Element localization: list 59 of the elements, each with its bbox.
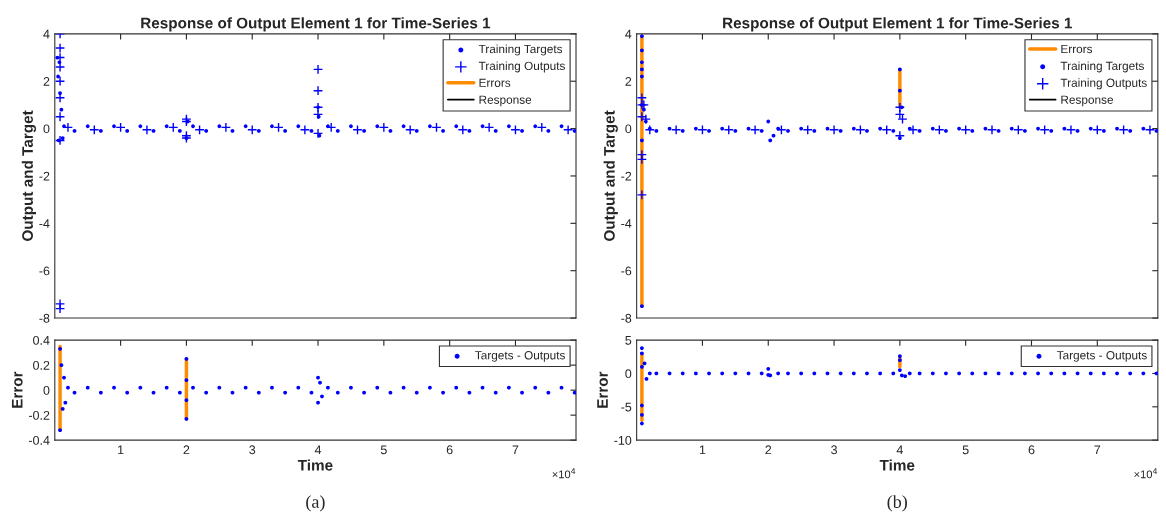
- x-axis-title: Time: [879, 459, 915, 471]
- x-tick-label: 3: [249, 445, 256, 455]
- y-tick-label: -5: [621, 402, 632, 412]
- text: (b): [887, 495, 907, 512]
- y-axis-title: Error: [597, 371, 608, 408]
- legend-label: Response: [479, 95, 532, 107]
- y-axis-title: Error: [11, 371, 23, 408]
- text: ×10$^{4}$: [552, 468, 576, 479]
- y-tick-label: -8: [39, 313, 50, 323]
- x-tick-label: 2: [183, 445, 190, 455]
- y-tick-label: -4: [39, 219, 50, 228]
- legend-label: Targets - Outputs: [475, 351, 565, 362]
- x-tick-label: 4: [314, 445, 322, 455]
- x-tick-label: 2: [765, 445, 772, 455]
- y-axis-title: Output and Target: [21, 110, 37, 241]
- y-tick-label: 2: [625, 77, 632, 86]
- y-tick-label: 0: [43, 385, 50, 395]
- chart-title: Response of Output Element 1 for Time-Series 1: [723, 17, 1072, 32]
- legend-label: Training Targets: [1060, 61, 1144, 73]
- y-tick-label: -8: [621, 313, 632, 323]
- legend-label: Response: [1061, 95, 1114, 107]
- y-tick-label: -0.2: [28, 410, 50, 420]
- y-tick-label: 2: [43, 77, 50, 86]
- y-tick-label: -6: [39, 266, 50, 276]
- legend-label: Training Targets: [478, 44, 563, 56]
- y-tick-label: 0.2: [33, 360, 50, 370]
- y-tick-label: -4: [621, 219, 632, 228]
- y-tick-label: -2: [39, 171, 50, 181]
- x-tick-label: 5: [962, 445, 969, 455]
- y-tick-label: -2: [621, 171, 632, 181]
- text: ×10$^{4}$: [1134, 468, 1158, 479]
- y-tick-label: 0: [43, 124, 50, 134]
- y-tick-label: -10: [614, 435, 632, 445]
- x-tick-label: 1: [118, 445, 124, 455]
- x-tick-label: 7: [1094, 445, 1101, 455]
- legend-label: Errors: [1061, 44, 1093, 54]
- x-tick-label: 1: [699, 445, 706, 455]
- legend-label: Targets - Outputs: [1056, 351, 1147, 362]
- y-tick-label: 0.4: [33, 335, 50, 345]
- x-tick-label: 7: [512, 445, 519, 455]
- y-tick-label: -0.4: [28, 435, 50, 445]
- legend-label: Errors: [479, 78, 511, 87]
- x-tick-label: 3: [831, 445, 837, 455]
- x-tick-label: 6: [1028, 445, 1035, 455]
- y-tick-label: 0: [625, 369, 632, 379]
- y-tick-label: 4: [625, 29, 632, 39]
- x-tick-label: 4: [896, 445, 903, 455]
- chart-title: Response of Output Element 1 for Time-Series 1: [141, 17, 491, 32]
- y-axis-title: Output and Target: [603, 110, 618, 241]
- y-tick-label: 5: [625, 336, 632, 345]
- y-tick-label: 4: [43, 29, 50, 39]
- x-tick-label: 6: [446, 445, 453, 455]
- y-tick-label: 0: [625, 124, 632, 134]
- x-tick-label: 5: [380, 445, 387, 455]
- x-axis-title: Time: [297, 459, 333, 471]
- y-tick-label: -6: [621, 266, 632, 276]
- legend-label: Training Outputs: [1060, 78, 1147, 90]
- legend-label: Training Outputs: [478, 61, 565, 73]
- text: (a): [306, 495, 325, 512]
